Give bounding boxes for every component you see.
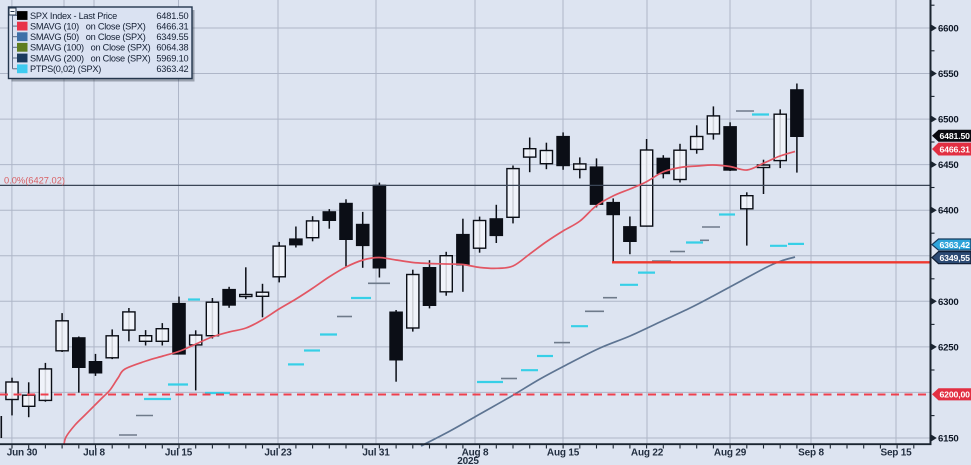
svg-text:6250: 6250 xyxy=(938,342,959,353)
svg-text:6150: 6150 xyxy=(938,434,959,445)
svg-text:Jul 8: Jul 8 xyxy=(83,448,105,459)
svg-text:Jun 30: Jun 30 xyxy=(7,448,38,459)
svg-text:6200,00: 6200,00 xyxy=(940,390,971,400)
svg-text:Aug 29: Aug 29 xyxy=(714,448,747,459)
svg-text:Sep 8: Sep 8 xyxy=(798,448,824,459)
svg-text:6349.55: 6349.55 xyxy=(156,32,188,42)
svg-text:SMAVG (10) on Close (SPX): SMAVG (10) on Close (SPX) xyxy=(30,21,146,31)
svg-text:6064.38: 6064.38 xyxy=(156,43,188,53)
svg-text:2025: 2025 xyxy=(457,456,479,465)
svg-text:Sep 15: Sep 15 xyxy=(880,448,912,459)
svg-text:6481.50: 6481.50 xyxy=(156,11,188,21)
svg-text:6481.50: 6481.50 xyxy=(940,131,971,141)
svg-text:0.0%(6427.02): 0.0%(6427.02) xyxy=(4,176,65,186)
svg-text:Jul 31: Jul 31 xyxy=(362,448,390,459)
svg-text:6363.42: 6363.42 xyxy=(156,64,188,74)
svg-text:5969.10: 5969.10 xyxy=(156,53,188,63)
svg-text:SMAVG (50) on Close (SPX): SMAVG (50) on Close (SPX) xyxy=(30,32,146,42)
svg-text:SMAVG (200) on Close (SPX): SMAVG (200) on Close (SPX) xyxy=(30,53,151,63)
svg-text:SMAVG (100) on Close (SPX): SMAVG (100) on Close (SPX) xyxy=(30,43,151,53)
svg-text:Aug 8: Aug 8 xyxy=(462,448,489,459)
svg-text:SPX Index - Last Price: SPX Index - Last Price xyxy=(30,11,117,21)
svg-text:6450: 6450 xyxy=(938,160,959,171)
svg-text:Jul 15: Jul 15 xyxy=(165,448,193,459)
svg-text:PTPS(0,02) (SPX): PTPS(0,02) (SPX) xyxy=(30,64,101,74)
svg-text:6466.31: 6466.31 xyxy=(156,21,188,31)
svg-text:6400: 6400 xyxy=(938,206,959,217)
svg-text:6300: 6300 xyxy=(938,297,959,308)
svg-text:6550: 6550 xyxy=(938,69,959,80)
svg-text:6500: 6500 xyxy=(938,115,959,126)
svg-text:6466.31: 6466.31 xyxy=(940,144,971,154)
svg-text:6600: 6600 xyxy=(938,24,959,35)
svg-text:Jul 23: Jul 23 xyxy=(264,448,292,459)
svg-text:6363,42: 6363,42 xyxy=(940,240,971,250)
svg-text:6349,55: 6349,55 xyxy=(940,253,971,263)
svg-text:Aug 22: Aug 22 xyxy=(631,448,664,459)
svg-text:Aug 15: Aug 15 xyxy=(547,448,580,459)
